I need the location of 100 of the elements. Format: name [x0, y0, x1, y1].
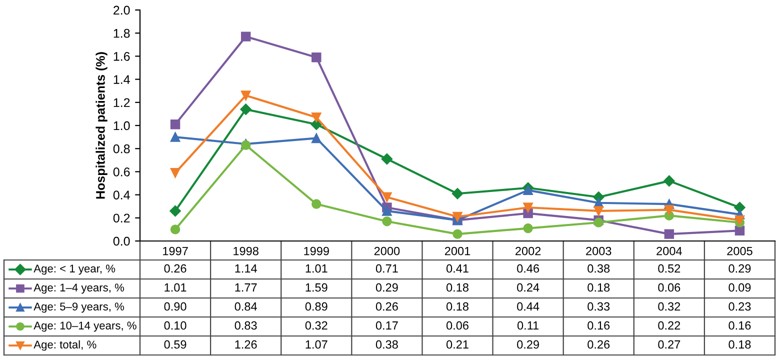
- y-tick-label: 1.2: [114, 98, 130, 107]
- point: [523, 185, 533, 196]
- y-tick-label: 0.8: [113, 144, 130, 154]
- point: [382, 206, 392, 216]
- y-tick-label: 1.8: [114, 28, 130, 38]
- point: [734, 226, 745, 236]
- point: [452, 229, 462, 239]
- data-label: 0.38: [376, 340, 398, 349]
- data-label: 0.29: [728, 264, 751, 273]
- data-label: 0.59: [164, 340, 186, 349]
- legend-label: Age: total, %: [34, 340, 96, 351]
- data-label: 0.52: [658, 264, 680, 273]
- data-label: 1.01: [306, 264, 328, 273]
- y-tick-label: 2.0: [114, 6, 130, 15]
- legend-label: Age: < 1 year, %: [34, 264, 116, 275]
- point: [734, 202, 746, 214]
- point: [170, 132, 180, 142]
- point: [594, 218, 604, 228]
- point: [240, 104, 252, 115]
- data-label: 0.11: [517, 321, 539, 330]
- point: [170, 205, 181, 217]
- point: [381, 153, 393, 165]
- point: [594, 206, 604, 216]
- x-tick-label: 1999: [304, 246, 329, 256]
- data-label: 0.18: [446, 283, 468, 292]
- data-label: 0.23: [728, 302, 751, 311]
- data-label: 0.06: [658, 283, 680, 292]
- data-label: 1.07: [306, 340, 328, 349]
- data-label: 0.29: [517, 340, 539, 349]
- point: [170, 168, 180, 178]
- data-label: 0.18: [446, 302, 468, 311]
- x-tick-label: 2005: [727, 246, 752, 256]
- data-label: 0.32: [305, 321, 328, 330]
- x-tick-label: 2004: [656, 246, 682, 256]
- point: [382, 192, 392, 202]
- data-label: 0.44: [517, 302, 540, 311]
- data-label: 0.29: [376, 283, 398, 292]
- point: [312, 52, 322, 62]
- point: [312, 199, 322, 209]
- point: [170, 119, 180, 130]
- y-tick-label: 1.6: [114, 52, 130, 61]
- point: [382, 216, 392, 226]
- data-label: 0.10: [164, 321, 186, 330]
- data-label: 0.27: [658, 340, 680, 349]
- data-label: 0.32: [658, 302, 680, 311]
- data-label: 0.16: [728, 321, 751, 330]
- legend-label: Age: 5–9 years, %: [34, 302, 124, 313]
- point: [312, 133, 322, 144]
- data-label: 0.46: [517, 264, 540, 273]
- point: [664, 204, 674, 215]
- data-label: 0.16: [588, 321, 610, 330]
- data-label: 1.14: [235, 264, 257, 273]
- data-label: 1.59: [306, 283, 328, 292]
- y-axis-title: Hospitalized patients (%): [96, 52, 108, 199]
- point: [523, 223, 533, 234]
- data-label: 0.89: [305, 302, 328, 311]
- data-label: 0.90: [164, 302, 186, 311]
- legend-label: Age: 10–14 years, %: [34, 322, 136, 332]
- data-label: 0.18: [588, 283, 610, 292]
- data-label: 1.01: [164, 283, 186, 292]
- point: [170, 224, 180, 234]
- point: [240, 90, 251, 100]
- data-label: 0.24: [517, 283, 540, 292]
- data-label: 0.09: [728, 283, 751, 292]
- point: [452, 212, 462, 222]
- point: [664, 175, 675, 187]
- data-label: 0.38: [588, 264, 610, 273]
- y-tick-label: 0.0: [113, 236, 130, 246]
- y-tick-label: 1.0: [114, 121, 130, 130]
- x-tick-label: 1997: [163, 246, 188, 256]
- point: [523, 202, 533, 212]
- data-label: 0.26: [376, 302, 398, 311]
- data-label: 0.06: [446, 321, 468, 330]
- data-label: 0.26: [164, 264, 186, 273]
- x-tick-label: 2002: [516, 246, 541, 256]
- point: [240, 32, 251, 42]
- data-label: 0.26: [588, 340, 610, 349]
- data-label: 0.18: [728, 340, 751, 349]
- data-label: 0.83: [234, 321, 257, 330]
- point: [734, 215, 745, 226]
- data-label: 0.84: [234, 302, 257, 311]
- data-label: 0.21: [446, 340, 468, 349]
- x-tick-label: 2000: [374, 246, 400, 256]
- data-label: 0.22: [658, 321, 680, 330]
- y-tick-label: 0.6: [113, 168, 130, 176]
- y-tick-label: 0.2: [113, 214, 130, 223]
- data-label: 1.26: [235, 340, 257, 349]
- y-tick-label: 1.4: [114, 75, 130, 84]
- point: [664, 229, 674, 239]
- point: [312, 112, 322, 122]
- y-tick-label: 0.4: [113, 190, 130, 200]
- x-tick-label: 1998: [234, 246, 258, 256]
- data-label: 0.41: [446, 264, 468, 273]
- data-label: 1.77: [235, 283, 257, 292]
- x-tick-label: 2001: [444, 246, 470, 256]
- data-label: 0.71: [376, 264, 398, 273]
- data-label: 0.17: [376, 321, 398, 330]
- data-label: 0.33: [588, 302, 610, 311]
- x-tick-label: 2003: [586, 246, 612, 256]
- point: [452, 188, 464, 200]
